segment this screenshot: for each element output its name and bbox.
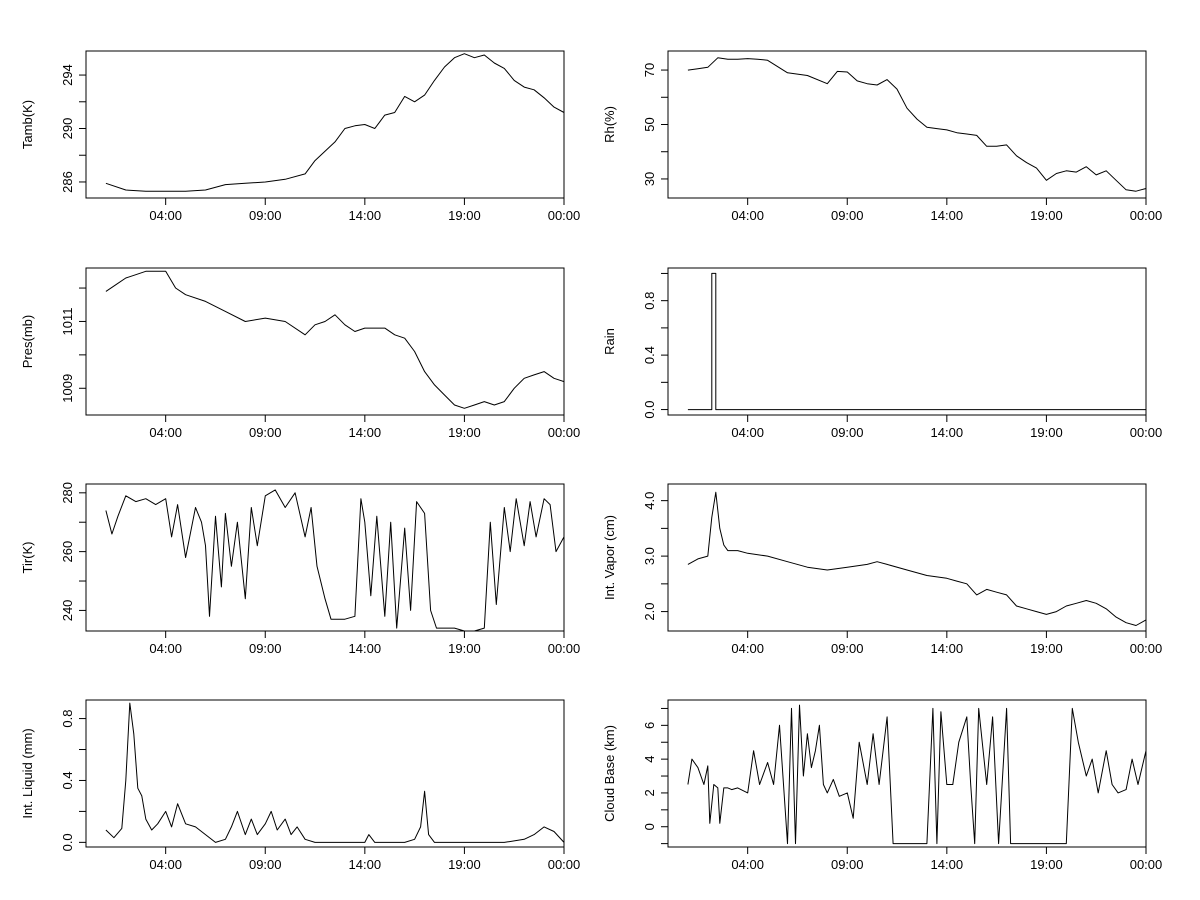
panel-rh: 04:00 09:00 14:00 19:00 00:00 30 50 70 Rh(%) bbox=[602, 50, 1163, 223]
panel-rain-x-tick-label: 09:00 bbox=[831, 425, 864, 440]
panel-int-vapor-cm-x-tick-label: 09:00 bbox=[831, 641, 864, 656]
panel-int-liquid-mm-x-tick-label: 00:00 bbox=[548, 857, 581, 872]
panel-pres-mb-x-tick-label: 04:00 bbox=[149, 425, 182, 440]
panel-int-liquid-mm-y-tick-label: 0.4 bbox=[60, 771, 75, 789]
panel-pres-mb-y-tick-label: 1009 bbox=[60, 374, 75, 403]
panel-rain-y-axis-label: Rain bbox=[602, 328, 617, 355]
panel-rain-x-tick-label: 00:00 bbox=[1130, 425, 1163, 440]
panel-tir-k-y-tick-label: 260 bbox=[60, 541, 75, 563]
panel-rh-x-tick-label: 14:00 bbox=[931, 208, 964, 223]
panel-int-liquid-mm-y-tick-label: 0.0 bbox=[60, 833, 75, 851]
panel-pres-mb-plot-frame bbox=[85, 267, 565, 416]
panel-pres-mb-y-axis-label: Pres(mb) bbox=[20, 315, 35, 368]
panel-cloud-base-km-y-tick-label: 0 bbox=[642, 823, 657, 830]
panel-tamb-k-y-axis-label: Tamb(K) bbox=[20, 100, 35, 149]
panel-tir-k-plot-frame bbox=[85, 483, 565, 632]
panel-cloud-base-km-x-tick-label: 14:00 bbox=[931, 857, 964, 872]
panel-int-vapor-cm-y-tick-label: 2.0 bbox=[642, 603, 657, 621]
panel-tamb-k-x-tick-label: 00:00 bbox=[548, 208, 581, 223]
panel-int-vapor-cm-plot-frame bbox=[667, 483, 1147, 632]
panel-pres-mb-x-tick-label: 00:00 bbox=[548, 425, 581, 440]
panel-int-vapor-cm-x-tick-label: 19:00 bbox=[1030, 641, 1063, 656]
panel-cloud-base-km-x-tick-label: 00:00 bbox=[1130, 857, 1163, 872]
panel-cloud-base-km-x-tick-label: 19:00 bbox=[1030, 857, 1063, 872]
panel-int-vapor-cm-x-tick-label: 04:00 bbox=[731, 641, 764, 656]
panel-rain-plot-frame bbox=[667, 267, 1147, 416]
panel-tamb-k-y-tick-label: 286 bbox=[60, 171, 75, 193]
panel-rh-plot-frame bbox=[667, 50, 1147, 199]
panel-int-vapor-cm-series-line bbox=[687, 491, 1147, 626]
panel-rain-x-tick-label: 19:00 bbox=[1030, 425, 1063, 440]
panel-cloud-base-km-plot-frame bbox=[667, 699, 1147, 848]
panel-rh-x-tick-label: 00:00 bbox=[1130, 208, 1163, 223]
panel-pres-mb-x-tick-label: 14:00 bbox=[349, 425, 382, 440]
panel-tir-k-x-tick-label: 19:00 bbox=[448, 641, 481, 656]
panel-rh-x-tick-label: 09:00 bbox=[831, 208, 864, 223]
panel-int-liquid-mm: 04:00 09:00 14:00 19:00 00:00 0.0 0.4 0.8 Int. L… bbox=[20, 699, 581, 872]
panel-tir-k-y-tick-label: 280 bbox=[60, 482, 75, 504]
panel-rain-y-tick-label: 0.8 bbox=[642, 292, 657, 310]
panel-tir-k: 04:00 09:00 14:00 19:00 00:00 240 260 280 Tir(K) bbox=[20, 482, 580, 656]
panel-int-liquid-mm-x-tick-label: 14:00 bbox=[349, 857, 382, 872]
panel-rh-y-axis-label: Rh(%) bbox=[602, 106, 617, 143]
panel-int-liquid-mm-plot-frame bbox=[85, 699, 565, 848]
panel-int-liquid-mm-x-tick-label: 19:00 bbox=[448, 857, 481, 872]
panel-tamb-k-plot-frame bbox=[85, 50, 565, 199]
panel-tir-k-x-tick-label: 14:00 bbox=[349, 641, 382, 656]
panel-tamb-k-x-tick-label: 09:00 bbox=[249, 208, 282, 223]
panel-rain-y-tick-label: 0.0 bbox=[642, 401, 657, 419]
panel-rain: 04:00 09:00 14:00 19:00 00:00 0.0 0.4 0.8 Rain bbox=[602, 267, 1163, 440]
panel-rain-x-tick-label: 14:00 bbox=[931, 425, 964, 440]
panel-pres-mb: 04:00 09:00 14:00 19:00 00:00 1009 1011 Pres(mb… bbox=[20, 267, 581, 440]
panel-cloud-base-km: 04:00 09:00 14:00 19:00 00:00 0 2 4 6 Cloud Base … bbox=[602, 699, 1163, 872]
panel-int-liquid-mm-x-tick-label: 09:00 bbox=[249, 857, 282, 872]
panel-tir-k-x-tick-label: 00:00 bbox=[548, 641, 581, 656]
panel-rh-series-line bbox=[687, 57, 1147, 192]
panel-cloud-base-km-y-axis-label: Cloud Base (km) bbox=[602, 725, 617, 822]
panel-tir-k-y-axis-label: Tir(K) bbox=[20, 541, 35, 573]
panel-rh-x-tick-label: 04:00 bbox=[731, 208, 764, 223]
panel-int-vapor-cm: 04:00 09:00 14:00 19:00 00:00 2.0 3.0 4.0 Int. V… bbox=[602, 483, 1163, 656]
panel-tamb-k-series-line bbox=[105, 53, 565, 192]
panel-rain-series-line bbox=[687, 272, 1146, 411]
panel-pres-mb-series-line bbox=[105, 270, 565, 409]
panel-rh-x-tick-label: 19:00 bbox=[1030, 208, 1063, 223]
panel-tir-k-x-tick-label: 04:00 bbox=[149, 641, 182, 656]
panel-int-liquid-mm-x-tick-label: 04:00 bbox=[149, 857, 182, 872]
panel-rh-y-tick-label: 70 bbox=[642, 63, 657, 77]
panel-tamb-k-x-tick-label: 19:00 bbox=[448, 208, 481, 223]
panel-tamb-k-y-tick-label: 290 bbox=[60, 118, 75, 140]
panel-int-vapor-cm-x-tick-label: 14:00 bbox=[931, 641, 964, 656]
panel-pres-mb-x-tick-label: 19:00 bbox=[448, 425, 481, 440]
panel-int-liquid-mm-y-tick-label: 0.8 bbox=[60, 710, 75, 728]
panel-pres-mb-x-tick-label: 09:00 bbox=[249, 425, 282, 440]
panel-rain-x-tick-label: 04:00 bbox=[731, 425, 764, 440]
panel-int-liquid-mm-y-axis-label: Int. Liquid (mm) bbox=[20, 728, 35, 818]
panel-tamb-k-y-tick-label: 294 bbox=[60, 64, 75, 86]
panel-int-vapor-cm-y-tick-label: 4.0 bbox=[642, 492, 657, 510]
panel-tir-k-x-tick-label: 09:00 bbox=[249, 641, 282, 656]
panel-rh-y-tick-label: 50 bbox=[642, 117, 657, 131]
panel-int-vapor-cm-y-axis-label: Int. Vapor (cm) bbox=[602, 515, 617, 600]
panel-tamb-k-x-tick-label: 14:00 bbox=[349, 208, 382, 223]
panel-tir-k-y-tick-label: 240 bbox=[60, 600, 75, 622]
panel-rh-y-tick-label: 30 bbox=[642, 172, 657, 186]
panel-cloud-base-km-series-line bbox=[687, 704, 1147, 845]
panel-pres-mb-y-tick-label: 1011 bbox=[60, 307, 75, 335]
panel-tamb-k: 04:00 09:00 14:00 19:00 00:00 286 290 294 Tamb(K… bbox=[20, 50, 581, 223]
panel-tir-k-series-line bbox=[105, 489, 565, 632]
panel-int-vapor-cm-y-tick-label: 3.0 bbox=[642, 547, 657, 565]
panel-cloud-base-km-y-tick-label: 2 bbox=[642, 789, 657, 796]
panel-rain-y-tick-label: 0.4 bbox=[642, 346, 657, 364]
panel-cloud-base-km-y-tick-label: 6 bbox=[642, 722, 657, 729]
panel-int-vapor-cm-x-tick-label: 00:00 bbox=[1130, 641, 1163, 656]
panel-tamb-k-x-tick-label: 04:00 bbox=[149, 208, 182, 223]
panel-cloud-base-km-y-tick-label: 4 bbox=[642, 756, 657, 763]
panel-cloud-base-km-x-tick-label: 09:00 bbox=[831, 857, 864, 872]
panel-int-liquid-mm-series-line bbox=[105, 702, 565, 843]
panel-cloud-base-km-x-tick-label: 04:00 bbox=[731, 857, 764, 872]
